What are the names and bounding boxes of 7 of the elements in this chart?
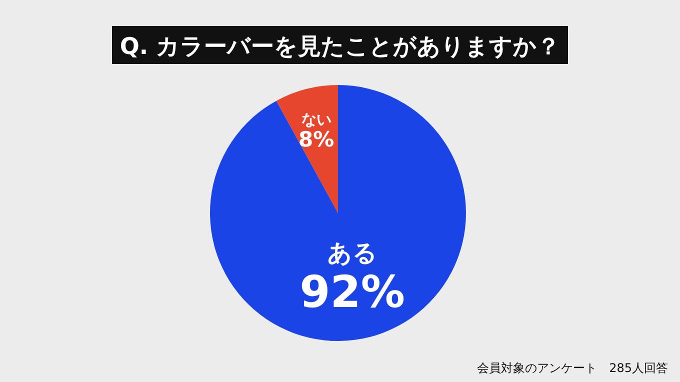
- slice-label: ない: [301, 110, 332, 129]
- slice-label: ある: [327, 238, 378, 267]
- chart-title: Q. カラーバーを見たことがありますか？: [120, 34, 560, 60]
- title: Q. カラーバーを見たことがありますか？: [112, 26, 568, 64]
- data-label: 92%: [300, 266, 405, 318]
- text: 会員対象のアンケート 285人回答: [477, 361, 668, 375]
- data-label: 8%: [298, 128, 334, 152]
